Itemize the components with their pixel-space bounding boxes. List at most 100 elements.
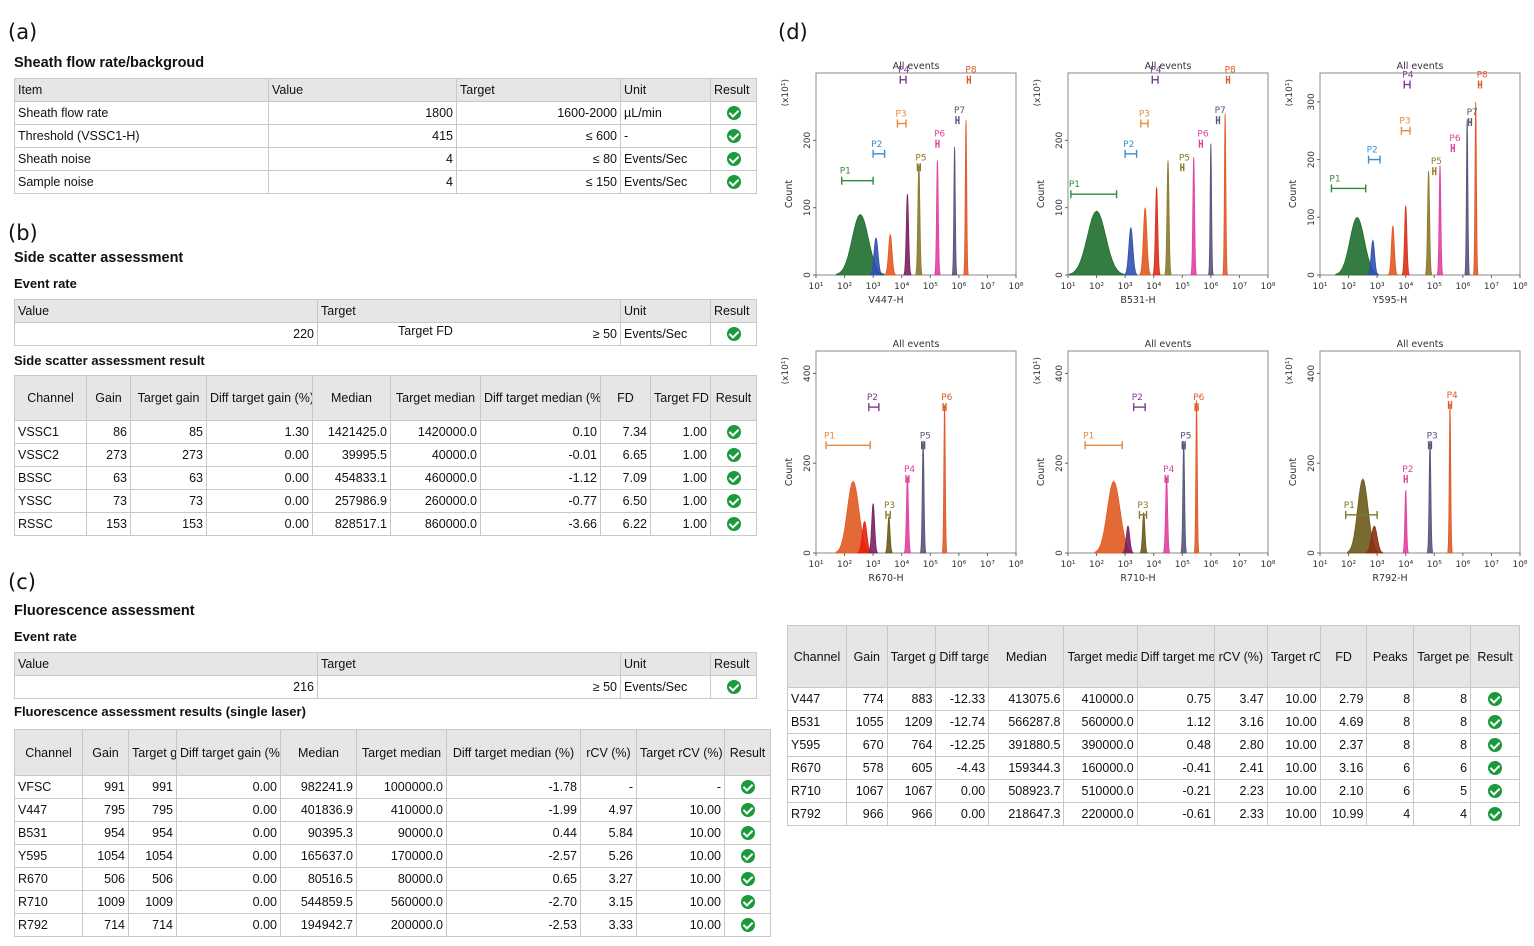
check-circle-icon xyxy=(726,680,741,695)
column-header: Value xyxy=(14,652,318,676)
column-header: Target rCV (%) xyxy=(636,729,725,776)
table-cell: 6.50 xyxy=(600,489,651,513)
histogram-peak xyxy=(915,163,923,276)
y-axis-label: Count xyxy=(784,458,795,486)
histogram-peak xyxy=(1401,205,1410,276)
histogram-peak xyxy=(1164,160,1172,276)
y-axis-label: Count xyxy=(1288,180,1299,208)
side-event-unit: Events/Sec xyxy=(620,322,711,346)
table-cell: 1.00 xyxy=(650,443,711,467)
table-cell: 10.00 xyxy=(1266,710,1321,734)
table-cell: 714 xyxy=(82,913,129,937)
y-tick-label: 400 xyxy=(1055,365,1065,382)
table-cell: 670 xyxy=(845,733,888,757)
x-tick-label: 10⁸ xyxy=(1512,560,1527,570)
histogram-peak xyxy=(1365,525,1384,554)
side-result-table: Channel Gain Target gain Diff target gain (… xyxy=(14,375,757,536)
table-cell: 8 xyxy=(1413,733,1472,757)
table-cell: 10.00 xyxy=(636,867,725,891)
table-cell: 1009 xyxy=(128,890,177,914)
side-event-target-cell: Target FD ≥ 50 xyxy=(317,322,621,346)
check-circle-icon xyxy=(726,327,741,342)
check-circle-icon xyxy=(726,152,741,167)
table-cell: R710 xyxy=(14,890,83,914)
gate-label: P2 xyxy=(1402,465,1413,475)
gate-label: P5 xyxy=(920,431,931,441)
histogram-peak xyxy=(1180,440,1187,554)
histogram-peak xyxy=(1388,225,1398,276)
column-header: Target median xyxy=(1063,625,1138,688)
column-header: Target gain xyxy=(130,375,207,421)
table-cell: 764 xyxy=(886,733,937,757)
result-cell xyxy=(1470,802,1520,826)
histogram-peak xyxy=(1427,440,1433,554)
side-event-value: 220 xyxy=(14,322,318,346)
column-header: Gain xyxy=(82,729,129,776)
result-cell xyxy=(724,821,771,845)
panel-label-b: (b) xyxy=(8,221,38,245)
table-cell: 0.65 xyxy=(446,867,581,891)
check-circle-icon xyxy=(740,803,755,818)
table-cell: 0.00 xyxy=(176,913,281,937)
table-cell: 194942.7 xyxy=(280,913,357,937)
table-cell: VSSC1 xyxy=(14,420,87,444)
table-cell: Sheath noise xyxy=(14,147,269,171)
table-row: B531 954 954 0.00 90395.3 90000.0 0.44 5.84 10.0… xyxy=(14,821,771,845)
result-cell xyxy=(710,489,757,513)
table-cell: 4.69 xyxy=(1319,710,1368,734)
gate-label: P6 xyxy=(1193,393,1204,403)
y-tick-label: 100 xyxy=(803,199,813,216)
table-cell: 4 xyxy=(1413,802,1472,826)
table-cell: 1000000.0 xyxy=(356,775,447,799)
table-cell: 1421425.0 xyxy=(312,420,391,444)
table-cell: 0.00 xyxy=(206,489,313,513)
y-tick-label: 200 xyxy=(1307,454,1317,471)
gate-label: P3 xyxy=(884,501,895,511)
column-header: Item xyxy=(14,78,269,102)
table-cell: 90395.3 xyxy=(280,821,357,845)
result-cell xyxy=(710,443,757,467)
check-circle-icon xyxy=(726,129,741,144)
check-circle-icon xyxy=(1488,715,1503,730)
gate-label: P5 xyxy=(1431,157,1442,167)
table-cell: V447 xyxy=(787,687,847,711)
table-cell: -12.25 xyxy=(935,733,990,757)
y-axis-label: Count xyxy=(784,180,795,208)
table-cell: 10.99 xyxy=(1319,802,1368,826)
gate-label: P8 xyxy=(1477,71,1488,81)
table-cell: 454833.1 xyxy=(312,466,391,490)
x-tick-label: 10² xyxy=(1089,560,1104,570)
table-cell: R670 xyxy=(14,867,83,891)
column-header: Diff target gain (%) xyxy=(206,375,313,421)
gate-label: P7 xyxy=(1215,106,1226,116)
y-scale-label: (x10¹) xyxy=(1033,79,1043,106)
check-circle-icon xyxy=(740,872,755,887)
gate-label: P3 xyxy=(1137,501,1148,511)
result-cell xyxy=(710,420,757,444)
table-cell: 0.00 xyxy=(206,512,313,536)
table-cell: 0.00 xyxy=(176,844,281,868)
x-tick-label: 10⁵ xyxy=(1175,560,1190,570)
check-circle-icon xyxy=(1488,807,1503,822)
x-axis-label: Y595-H xyxy=(1372,295,1408,306)
table-cell: VFSC xyxy=(14,775,83,799)
table-cell: 1055 xyxy=(845,710,888,734)
table-row: R710 1067 1067 0.00 508923.7 510000.0 -0.21 2.2… xyxy=(787,779,1520,803)
column-header: Result xyxy=(710,299,757,323)
plot-frame xyxy=(1319,72,1521,276)
table-cell: 86 xyxy=(86,420,131,444)
x-tick-label: 10³ xyxy=(1118,282,1133,292)
table-cell: 73 xyxy=(86,489,131,513)
table-row: Sample noise 4 ≤ 150 Events/Sec xyxy=(14,170,757,194)
table-cell: -2.53 xyxy=(446,913,581,937)
table-cell: 10.00 xyxy=(1266,687,1321,711)
x-tick-label: 10¹ xyxy=(1060,282,1075,292)
table-cell: 0.44 xyxy=(446,821,581,845)
x-tick-label: 10³ xyxy=(1370,560,1385,570)
result-cell xyxy=(1470,710,1520,734)
chart-title: All events xyxy=(1397,339,1444,350)
fluor-event-header-row: Value Target Unit Result xyxy=(14,652,757,676)
y-tick-label: 0 xyxy=(1307,272,1317,278)
table-cell: BSSC xyxy=(14,466,87,490)
